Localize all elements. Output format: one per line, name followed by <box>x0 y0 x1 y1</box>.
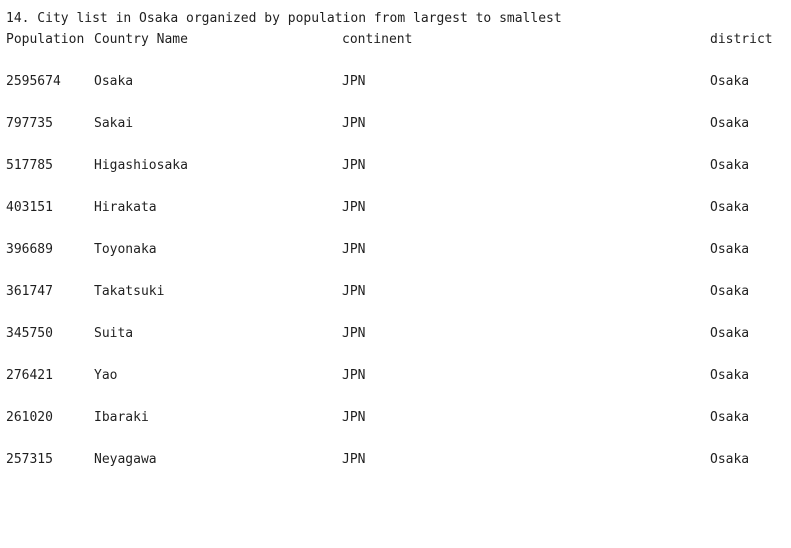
cell-name: Osaka <box>94 74 134 89</box>
table-row: 403151 Hirakata JPN Osaka <box>6 200 749 216</box>
table-row: 2595674 Osaka JPN Osaka <box>6 74 749 90</box>
cell-name: Hirakata <box>94 200 157 215</box>
cell-continent: JPN <box>342 200 366 215</box>
table-header: Population Country Name continent distri… <box>6 32 773 48</box>
cell-district: Osaka <box>710 410 750 425</box>
cell-district: Osaka <box>710 326 750 341</box>
table-row: 396689 Toyonaka JPN Osaka <box>6 242 749 258</box>
table-row: 797735 Sakai JPN Osaka <box>6 116 749 132</box>
cell-population: 276421 <box>6 368 53 383</box>
cell-population: 517785 <box>6 158 53 173</box>
cell-name: Toyonaka <box>94 242 157 257</box>
header-country-name: Country Name <box>94 32 188 47</box>
cell-continent: JPN <box>342 116 366 131</box>
cell-name: Higashiosaka <box>94 158 188 173</box>
table-row: 517785 Higashiosaka JPN Osaka <box>6 158 749 174</box>
cell-district: Osaka <box>710 158 750 173</box>
table-row: 361747 Takatsuki JPN Osaka <box>6 284 749 300</box>
cell-population: 797735 <box>6 116 53 131</box>
cell-continent: JPN <box>342 410 366 425</box>
table-row: 261020 Ibaraki JPN Osaka <box>6 410 749 426</box>
table-row: 345750 Suita JPN Osaka <box>6 326 749 342</box>
header-continent: continent <box>342 32 413 47</box>
cell-name: Takatsuki <box>94 284 165 299</box>
cell-name: Yao <box>94 368 118 383</box>
cell-continent: JPN <box>342 326 366 341</box>
cell-population: 345750 <box>6 326 53 341</box>
cell-district: Osaka <box>710 200 750 215</box>
table-row: 257315 Neyagawa JPN Osaka <box>6 452 749 468</box>
cell-continent: JPN <box>342 242 366 257</box>
table-row: 276421 Yao JPN Osaka <box>6 368 749 384</box>
header-population: Population <box>6 32 85 47</box>
cell-name: Ibaraki <box>94 410 149 425</box>
cell-population: 257315 <box>6 452 53 467</box>
cell-continent: JPN <box>342 284 366 299</box>
output-title: 14. City list in Osaka organized by popu… <box>6 11 562 26</box>
cell-population: 361747 <box>6 284 53 299</box>
cell-population: 403151 <box>6 200 53 215</box>
cell-population: 261020 <box>6 410 53 425</box>
cell-district: Osaka <box>710 74 750 89</box>
cell-district: Osaka <box>710 284 750 299</box>
header-district: district <box>710 32 773 47</box>
cell-continent: JPN <box>342 74 366 89</box>
cell-district: Osaka <box>710 452 750 467</box>
cell-district: Osaka <box>710 368 750 383</box>
cell-continent: JPN <box>342 158 366 173</box>
cell-name: Suita <box>94 326 134 341</box>
cell-name: Sakai <box>94 116 134 131</box>
cell-district: Osaka <box>710 116 750 131</box>
cell-continent: JPN <box>342 452 366 467</box>
cell-name: Neyagawa <box>94 452 157 467</box>
cell-population: 396689 <box>6 242 53 257</box>
cell-district: Osaka <box>710 242 750 257</box>
console-output: 14. City list in Osaka organized by popu… <box>6 11 773 468</box>
cell-population: 2595674 <box>6 74 61 89</box>
cell-continent: JPN <box>342 368 366 383</box>
